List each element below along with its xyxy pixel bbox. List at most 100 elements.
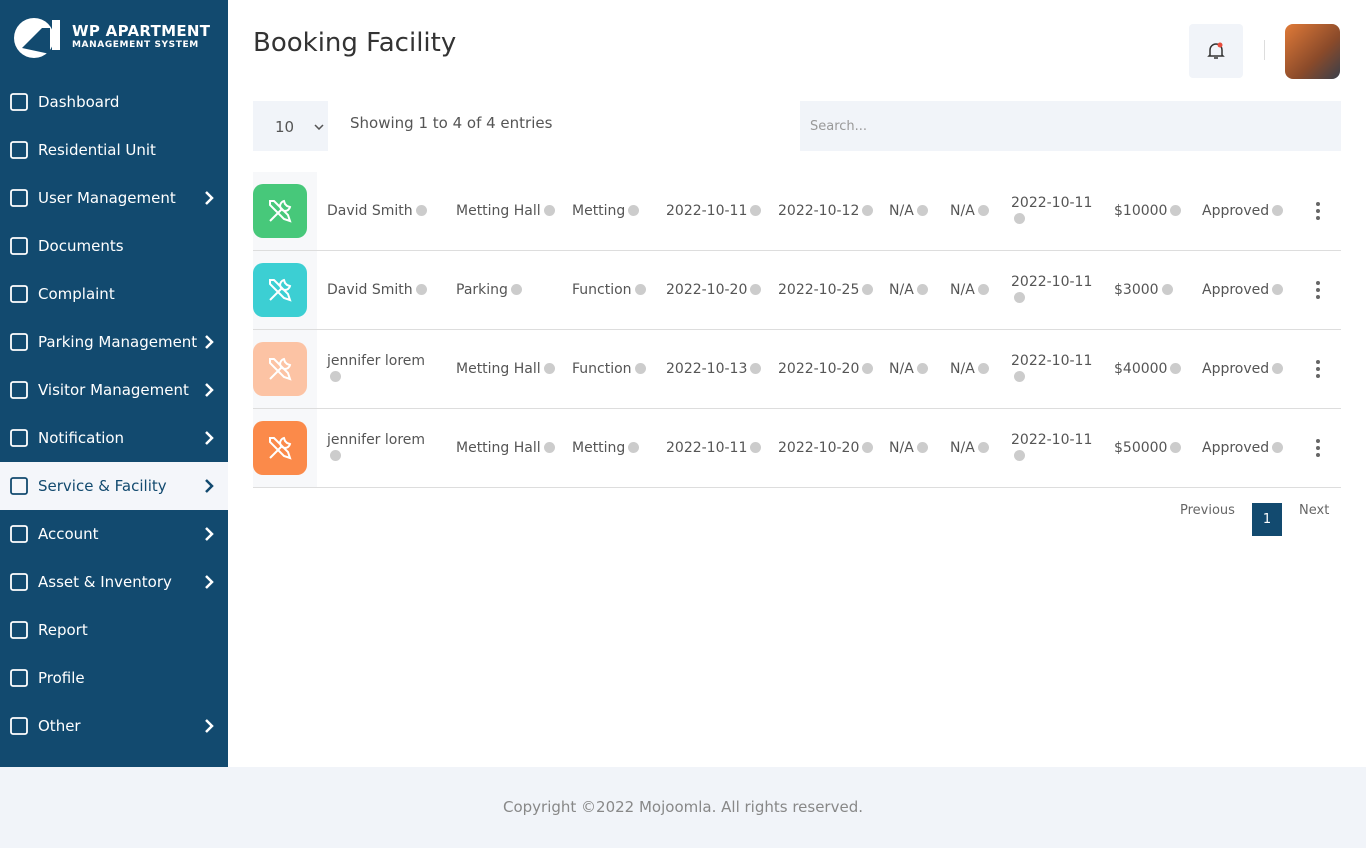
nav-label: Profile — [38, 669, 85, 687]
nav: Dashboard Residential Unit User Management… — [0, 78, 228, 750]
cell-value: Approved — [1202, 203, 1270, 219]
avatar[interactable] — [1285, 24, 1340, 79]
info-icon — [543, 205, 555, 216]
nav-item[interactable]: Dashboard — [0, 78, 228, 126]
cell-text: 2022-10-11 — [666, 440, 762, 456]
nav-item[interactable]: Account — [0, 510, 228, 558]
cell-text: N/A — [889, 361, 928, 377]
footer: Copyright ©2022 Mojoomla. All rights res… — [0, 767, 1366, 848]
table-cell: 2022-10-11 — [1011, 330, 1101, 408]
previous-button[interactable]: Previous — [1180, 503, 1235, 518]
info-icon — [634, 363, 646, 374]
cell-value: Metting — [572, 203, 626, 219]
cell-text: $10000 — [1114, 203, 1182, 219]
table-cell: jennifer lorem — [327, 330, 439, 408]
nav-item[interactable]: Documents — [0, 222, 228, 270]
table-cell: 2022-10-20 — [778, 330, 878, 408]
nav-label: Visitor Management — [38, 381, 189, 399]
nav-icon — [10, 477, 28, 495]
nav-label: User Management — [38, 189, 176, 207]
info-icon — [916, 363, 928, 374]
nav-item[interactable]: Other — [0, 702, 228, 750]
cell-text: N/A — [889, 440, 928, 456]
nav-icon — [10, 189, 28, 207]
nav-label: Account — [38, 525, 99, 543]
info-icon — [977, 363, 989, 374]
info-icon — [628, 205, 640, 216]
info-icon — [916, 284, 928, 295]
info-icon — [510, 284, 522, 295]
table-cell: David Smith — [327, 251, 439, 329]
row-icon — [253, 263, 307, 317]
info-icon — [1170, 363, 1182, 374]
info-icon — [916, 442, 928, 453]
cell-text: Approved — [1202, 440, 1284, 456]
cell-value: 2022-10-20 — [666, 282, 748, 298]
info-icon — [862, 442, 874, 453]
cell-text: $3000 — [1114, 282, 1173, 298]
nav-item[interactable]: Residential Unit — [0, 126, 228, 174]
table-cell: Metting Hall — [456, 409, 556, 487]
chevron — [205, 431, 214, 445]
table-cell: N/A — [889, 330, 939, 408]
page-size: 10 — [275, 118, 295, 136]
nav-icon — [10, 141, 28, 159]
table-cell: Function — [572, 251, 652, 329]
cell-text: Approved — [1202, 282, 1284, 298]
row-menu[interactable] — [1316, 359, 1320, 383]
page-size-select[interactable]: 10 — [253, 101, 328, 151]
nav-item[interactable]: Asset & Inventory — [0, 558, 228, 606]
row-menu[interactable] — [1316, 438, 1320, 462]
nav-item[interactable]: Visitor Management — [0, 366, 228, 414]
cell-text: Approved — [1202, 203, 1284, 219]
nav-icon — [10, 717, 28, 735]
nav-icon — [10, 333, 28, 351]
nav-icon — [10, 669, 28, 687]
cell-value: Approved — [1202, 440, 1270, 456]
cell-value: 2022-10-12 — [778, 203, 860, 219]
nav-item[interactable]: Notification — [0, 414, 228, 462]
search-input[interactable]: Search... — [800, 101, 1341, 151]
nav-label: Complaint — [38, 285, 115, 303]
next-button[interactable]: Next — [1299, 503, 1330, 518]
cell-text: Approved — [1202, 361, 1284, 377]
cell-text: 2022-10-20 — [666, 282, 762, 298]
info-icon — [750, 284, 762, 295]
info-icon — [1014, 450, 1025, 461]
chevron — [205, 191, 214, 205]
notification-button[interactable] — [1189, 24, 1243, 78]
cell-text: 2022-10-11 — [1011, 195, 1101, 227]
nav-item[interactable]: Complaint — [0, 270, 228, 318]
cell-value: $10000 — [1114, 203, 1168, 219]
cell-text: 2022-10-20 — [778, 440, 874, 456]
info-icon — [1272, 284, 1284, 295]
nav-item[interactable]: Profile — [0, 654, 228, 702]
table-cell: 2022-10-11 — [1011, 409, 1101, 487]
info-icon — [862, 205, 874, 216]
nav-item[interactable]: Service & Facility — [0, 462, 228, 510]
nav-icon — [10, 93, 28, 111]
info-icon — [862, 284, 874, 295]
table-cell: $10000 — [1114, 172, 1189, 250]
page-button[interactable]: 1 — [1252, 503, 1282, 536]
cell-text: jennifer lorem — [327, 432, 439, 464]
nav-item[interactable]: User Management — [0, 174, 228, 222]
page-title: Booking Facility — [253, 28, 457, 58]
cell-value: N/A — [889, 440, 914, 456]
cell-value: N/A — [889, 203, 914, 219]
nav-item[interactable]: Report — [0, 606, 228, 654]
table-cell: Metting — [572, 409, 652, 487]
row-menu[interactable] — [1316, 280, 1320, 304]
row-icon — [253, 421, 307, 475]
nav-label: Asset & Inventory — [38, 573, 172, 591]
nav-icon — [10, 525, 28, 543]
cell-value: Metting Hall — [456, 361, 541, 377]
cell-text: Function — [572, 361, 646, 377]
cell-text: 2022-10-11 — [1011, 432, 1101, 464]
row-menu[interactable] — [1316, 201, 1320, 225]
cell-value: N/A — [950, 203, 975, 219]
cell-value: David Smith — [327, 282, 413, 298]
table-cell: Metting Hall — [456, 172, 556, 250]
nav-item[interactable]: Parking Management — [0, 318, 228, 366]
